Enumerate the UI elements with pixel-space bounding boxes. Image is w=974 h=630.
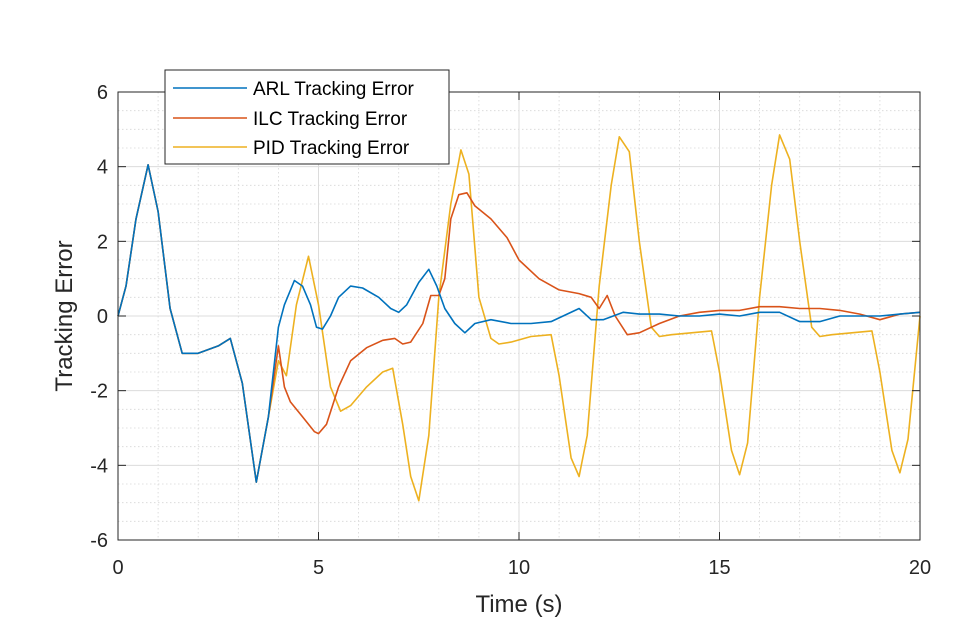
tick-marks	[117, 91, 921, 541]
y-tick-label: 4	[97, 157, 108, 179]
x-tick-label: 0	[112, 557, 123, 579]
series-line-arl	[117, 164, 921, 483]
x-tick-labels: 0 5 10 15 20	[112, 557, 931, 579]
legend-label-arl: ARL Tracking Error	[253, 79, 415, 100]
y-axis-label: Tracking Error	[51, 240, 78, 391]
y-tick-label: 0	[97, 306, 108, 328]
x-tick-label: 15	[708, 557, 730, 579]
series-layer	[117, 134, 921, 502]
y-tick-label: -6	[90, 530, 108, 552]
x-axis-label: Time (s)	[475, 591, 562, 618]
legend-label-pid: PID Tracking Error	[253, 138, 410, 159]
legend-box	[164, 69, 450, 165]
y-tick-label: -2	[90, 381, 108, 403]
y-tick-label: 2	[97, 231, 108, 253]
x-tick-label: 20	[909, 557, 931, 579]
y-tick-label: 6	[97, 82, 108, 104]
x-tick-label: 10	[508, 557, 530, 579]
y-tick-label: -4	[90, 455, 108, 477]
legend: ARL Tracking Error ILC Tracking Error PI…	[164, 69, 450, 165]
x-tick-label: 5	[313, 557, 324, 579]
legend-label-ilc: ILC Tracking Error	[253, 109, 408, 130]
y-tick-labels: -6 -4 -2 0 2 4 6	[90, 82, 108, 552]
